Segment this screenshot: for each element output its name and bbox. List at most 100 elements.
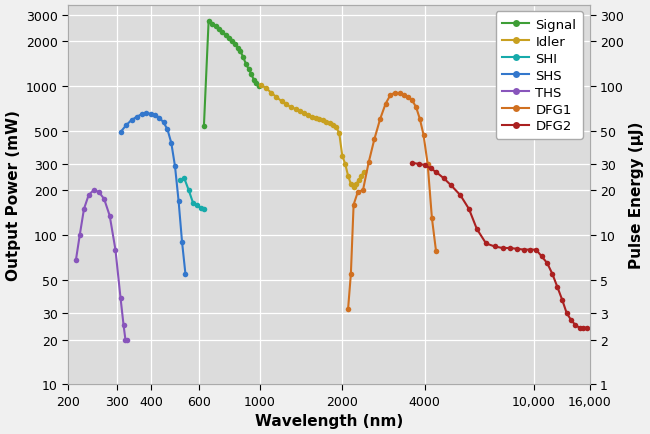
SHI	[189, 201, 197, 206]
THS	[106, 214, 114, 219]
DFG1	[404, 95, 412, 101]
DFG2	[499, 246, 506, 251]
Line: SHS: SHS	[118, 111, 188, 277]
SHS	[175, 199, 183, 204]
THS	[90, 188, 97, 194]
SHI	[185, 188, 192, 194]
DFG2	[408, 161, 416, 166]
Idler	[339, 154, 346, 159]
THS	[120, 323, 127, 328]
Line: DFG2: DFG2	[410, 161, 590, 331]
DFG2	[580, 326, 588, 331]
DFG2	[421, 163, 428, 168]
SHS	[122, 123, 130, 128]
Signal	[237, 49, 244, 55]
DFG2	[549, 272, 556, 277]
SHS	[155, 116, 163, 121]
THS	[124, 337, 131, 342]
Idler	[344, 174, 352, 179]
Idler	[287, 105, 295, 111]
SHS	[133, 115, 140, 120]
DFG2	[543, 261, 551, 266]
THS	[100, 197, 108, 202]
Idler	[358, 174, 365, 179]
Line: THS: THS	[73, 188, 130, 342]
Signal	[250, 78, 257, 83]
Signal	[242, 62, 250, 67]
Idler	[352, 182, 360, 187]
Line: DFG1: DFG1	[345, 91, 439, 312]
Signal	[222, 33, 229, 38]
DFG2	[415, 162, 422, 167]
DFG2	[432, 170, 440, 175]
Signal	[255, 85, 263, 90]
Idler	[296, 109, 304, 114]
DFG1	[428, 216, 436, 221]
Y-axis label: Pulse Energy (μJ): Pulse Energy (μJ)	[629, 122, 644, 269]
Signal	[228, 39, 236, 44]
Signal	[212, 25, 220, 30]
THS	[76, 233, 84, 238]
Idler	[312, 116, 320, 121]
DFG1	[376, 117, 384, 122]
DFG2	[506, 246, 514, 251]
Signal	[244, 67, 252, 72]
Idler	[257, 83, 265, 89]
DFG1	[391, 91, 399, 96]
Line: SHI: SHI	[177, 176, 207, 212]
DFG1	[359, 188, 367, 194]
Idler	[304, 113, 312, 118]
SHI	[200, 207, 208, 212]
Signal	[215, 27, 223, 33]
THS	[116, 296, 124, 301]
Idler	[262, 86, 270, 91]
DFG2	[491, 244, 499, 250]
Signal	[200, 124, 208, 129]
SHS	[127, 118, 135, 123]
SHS	[151, 113, 159, 118]
Idler	[308, 115, 316, 120]
Signal	[205, 20, 213, 25]
DFG2	[571, 323, 579, 328]
SHS	[178, 240, 186, 245]
DFG2	[482, 241, 490, 247]
Signal	[225, 36, 233, 41]
Idler	[322, 120, 330, 125]
Idler	[360, 170, 368, 175]
DFG2	[553, 285, 561, 290]
SHI	[193, 204, 201, 209]
Idler	[272, 95, 280, 101]
DFG1	[396, 92, 404, 97]
SHS	[168, 141, 176, 146]
Signal	[208, 22, 216, 27]
DFG2	[532, 247, 540, 253]
DFG2	[526, 247, 534, 253]
Signal	[234, 46, 242, 51]
SHI	[181, 176, 188, 181]
SHS	[160, 120, 168, 125]
DFG2	[465, 207, 473, 212]
Signal	[218, 30, 226, 35]
Signal	[247, 72, 255, 77]
DFG1	[370, 137, 378, 142]
DFG2	[567, 318, 575, 323]
SHI	[197, 206, 205, 211]
THS	[80, 207, 88, 212]
THS	[72, 258, 80, 263]
THS	[84, 193, 92, 198]
DFG1	[354, 190, 362, 195]
DFG1	[350, 203, 358, 208]
Idler	[278, 99, 285, 105]
DFG1	[432, 249, 440, 254]
SHS	[181, 272, 189, 277]
DFG2	[558, 297, 566, 302]
DFG2	[426, 166, 434, 171]
Idler	[332, 125, 340, 130]
Idler	[347, 182, 355, 187]
DFG2	[582, 326, 590, 331]
DFG2	[538, 254, 545, 260]
DFG2	[447, 184, 455, 189]
DFG1	[365, 160, 372, 165]
DFG1	[420, 133, 428, 138]
DFG1	[382, 102, 389, 107]
